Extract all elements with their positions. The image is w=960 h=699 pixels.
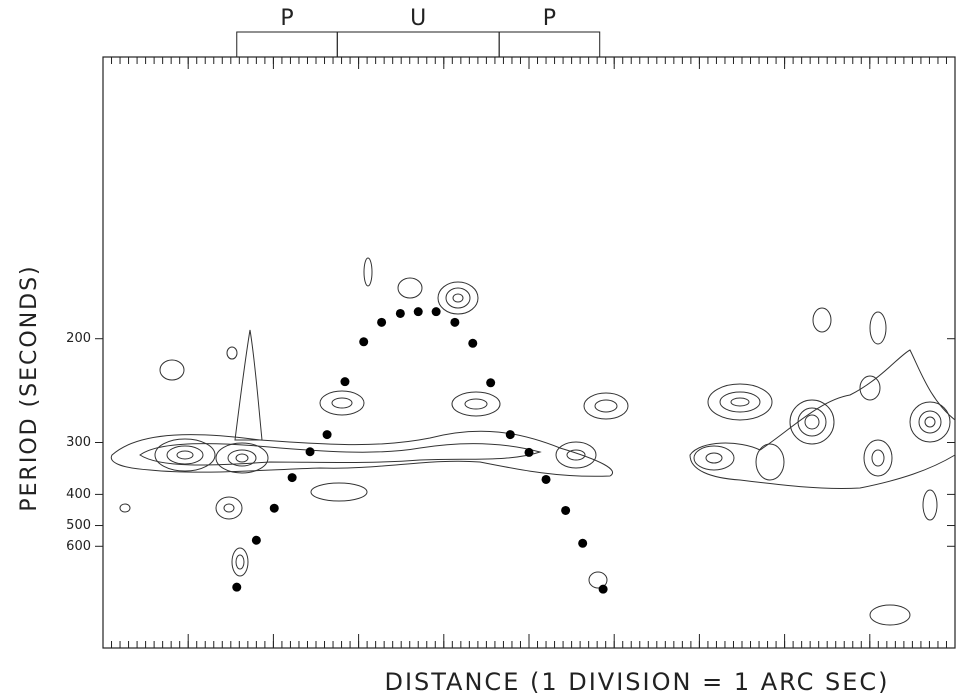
data-point bbox=[377, 317, 387, 327]
data-point bbox=[251, 535, 261, 545]
data-point bbox=[287, 473, 297, 483]
data-point bbox=[450, 317, 460, 327]
region-label: P bbox=[280, 6, 293, 31]
y-tick-label: 500 bbox=[66, 518, 91, 533]
data-point bbox=[322, 430, 332, 440]
data-point bbox=[468, 338, 478, 348]
data-point bbox=[395, 308, 405, 318]
region-bracket bbox=[498, 31, 601, 57]
y-tick-label: 300 bbox=[66, 435, 91, 450]
data-point bbox=[269, 503, 279, 513]
data-point bbox=[561, 505, 571, 515]
region-label: P bbox=[543, 6, 556, 31]
x-axis-title: DISTANCE (1 DIVISION = 1 ARC SEC) bbox=[384, 668, 889, 696]
data-point bbox=[305, 447, 315, 457]
data-point bbox=[431, 307, 441, 317]
data-point bbox=[541, 474, 551, 484]
contours bbox=[110, 257, 956, 626]
data-point bbox=[505, 430, 515, 440]
region-bracket bbox=[336, 31, 500, 57]
data-point bbox=[598, 584, 608, 594]
y-tick-label: 400 bbox=[66, 487, 91, 502]
data-point bbox=[413, 307, 423, 317]
plot-frame bbox=[102, 56, 956, 649]
region-label: U bbox=[410, 6, 426, 31]
y-tick-label: 200 bbox=[66, 331, 91, 346]
x-minor-ticks bbox=[102, 57, 956, 648]
data-point bbox=[340, 377, 350, 387]
data-point bbox=[524, 447, 534, 457]
data-point bbox=[486, 378, 496, 388]
data-point bbox=[578, 538, 588, 548]
data-point bbox=[232, 582, 242, 592]
y-axis-title: PERIOD (SECONDS) bbox=[17, 264, 42, 511]
region-bracket bbox=[236, 31, 338, 57]
data-point bbox=[359, 337, 369, 347]
y-tick-label: 600 bbox=[66, 539, 91, 554]
